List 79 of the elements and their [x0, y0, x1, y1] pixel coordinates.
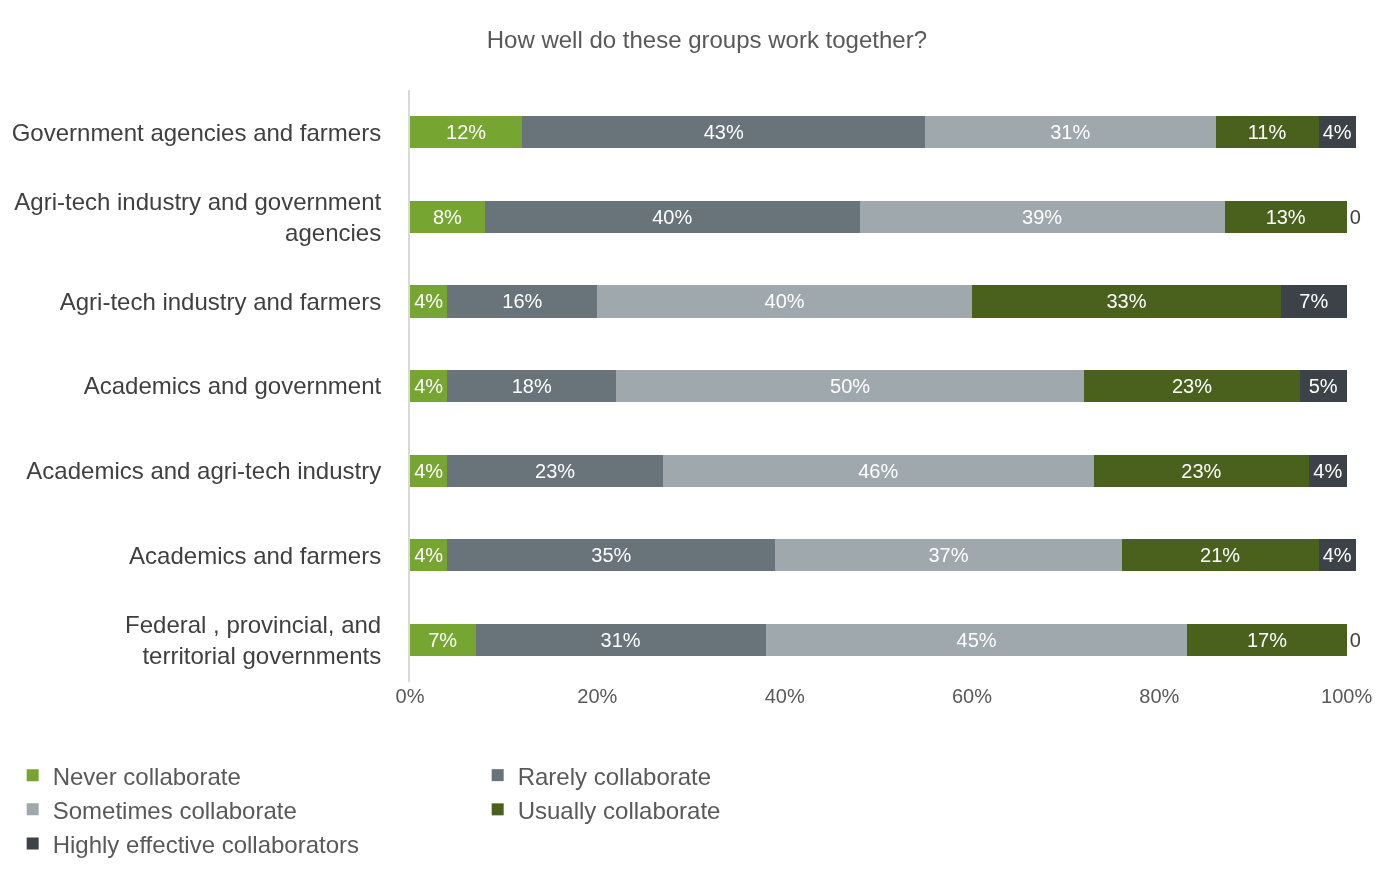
data-label: 23%: [535, 459, 576, 482]
data-label: 37%: [928, 544, 969, 567]
data-label: 0: [1349, 205, 1361, 228]
data-label: 39%: [1022, 205, 1063, 228]
data-label: 21%: [1200, 544, 1241, 567]
data-label: 11%: [1247, 121, 1287, 144]
data-label: 12%: [446, 121, 487, 144]
y-tick-label: Academics and government: [83, 372, 382, 400]
chart-title: How well do these groups work together?: [486, 25, 927, 53]
x-tick-label: 100%: [1321, 685, 1373, 707]
bar: [616, 369, 1085, 403]
bar: [410, 623, 476, 656]
data-label: 4%: [1313, 459, 1343, 482]
data-label: 4%: [1322, 544, 1352, 567]
bar: [662, 454, 1094, 487]
y-tick-label: Agri-tech industry and farmers: [59, 287, 382, 315]
bar: [410, 116, 523, 149]
bar: [1121, 539, 1319, 572]
bar: [410, 200, 485, 233]
data-label: 50%: [830, 375, 871, 397]
data-label: 4%: [414, 544, 444, 567]
data-label: 45%: [956, 628, 997, 651]
data-label: 7%: [1299, 290, 1329, 313]
x-tick-label: 0%: [395, 685, 425, 707]
data-label: 4%: [414, 290, 444, 313]
y-tick-label: Agri-tech industry and government agencies: [14, 187, 382, 246]
y-tick-label: Federal , provincial, and territorial governments: [125, 610, 382, 669]
bar: [1093, 454, 1310, 487]
data-label: 35%: [591, 544, 632, 567]
bar: [1215, 116, 1319, 149]
data-label: 4%: [414, 375, 444, 397]
data-label: 8%: [432, 205, 463, 228]
bar: [775, 539, 1122, 572]
x-tick-label: 40%: [764, 685, 805, 707]
data-label: 5%: [1308, 375, 1338, 397]
data-label: 46%: [858, 459, 899, 482]
x-tick-label: 80%: [1139, 685, 1180, 707]
x-tick-label: 60%: [951, 685, 993, 707]
data-label: 23%: [1181, 459, 1222, 482]
bar: [597, 285, 972, 318]
legend-label: Sometimes collaborate: [52, 796, 297, 824]
y-tick-label: Government agencies and farmers: [11, 118, 382, 146]
bar: [475, 623, 766, 656]
data-label: 13%: [1265, 205, 1306, 228]
bar: [1224, 200, 1347, 233]
data-label: 17%: [1246, 628, 1288, 651]
bar: [447, 369, 617, 403]
data-label: 43%: [703, 121, 744, 144]
y-tick-label: Academics and farmers: [129, 541, 382, 569]
data-label: 16%: [502, 290, 543, 313]
data-label: 18%: [511, 375, 552, 397]
legend-label: Never collaborate: [52, 762, 241, 790]
data-label: 7%: [428, 628, 458, 651]
legend-label: Rarely collaborate: [517, 762, 712, 790]
data-label: 40%: [652, 205, 693, 228]
bar: [484, 200, 860, 233]
data-label: 4%: [414, 459, 444, 482]
data-label: 4%: [1322, 121, 1352, 144]
bar: [925, 116, 1216, 149]
x-tick-label: 20%: [577, 685, 618, 707]
legend-label: Usually collaborate: [517, 796, 721, 824]
bar: [447, 539, 776, 572]
data-label: 31%: [600, 628, 641, 651]
bar: [522, 116, 926, 149]
bar: [447, 454, 663, 487]
bar: [859, 200, 1225, 233]
data-label: 40%: [764, 290, 805, 313]
bar: [1187, 623, 1347, 656]
data-label: 33%: [1106, 290, 1147, 313]
legend-label: Highly effective collaborators: [52, 830, 360, 858]
bar: [447, 285, 598, 318]
bar: [1084, 369, 1300, 403]
bar: [1281, 285, 1347, 318]
y-tick-label: Academics and agri-tech industry: [26, 456, 382, 484]
bar: [971, 285, 1282, 318]
data-label: 0: [1349, 628, 1361, 651]
data-label: 23%: [1171, 375, 1213, 397]
data-label: 31%: [1050, 121, 1091, 144]
bar: [765, 623, 1188, 656]
